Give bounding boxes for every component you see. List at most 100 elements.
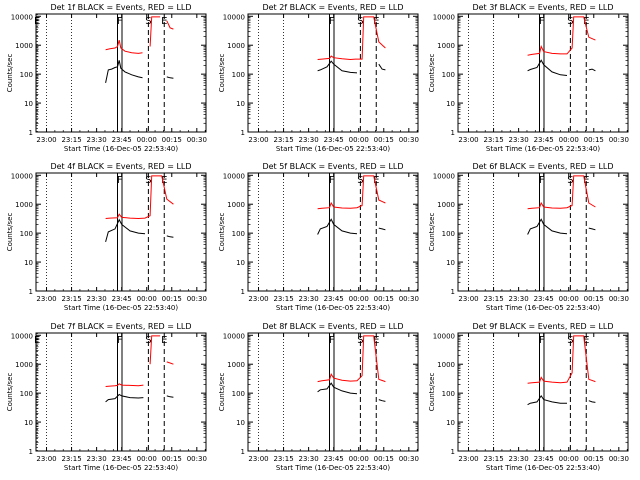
- plot-frame: [35, 13, 207, 133]
- x-tick-label: 00:15: [374, 455, 394, 463]
- panel-det-4: Det 4f BLACK = Events, RED = LLD 1 10 100 10…: [6, 162, 207, 312]
- series-line-events: [588, 400, 596, 403]
- x-tick-label: 23:15: [273, 136, 293, 144]
- marker-label: F: [539, 16, 545, 27]
- y-axis-label: Counts/sec: [428, 54, 436, 93]
- marker-label: S: [357, 175, 363, 186]
- y-tick-label: 10: [24, 419, 33, 427]
- series-line-lld: [317, 175, 386, 210]
- x-tick-label: 23:15: [61, 455, 81, 463]
- panel-title: Det 6f BLACK = Events, RED = LLD: [472, 162, 613, 171]
- y-tick-label: 10000: [433, 13, 455, 21]
- series-line-lld: [149, 335, 161, 365]
- y-tick-label: 1: [29, 129, 33, 137]
- series-line-events: [105, 393, 144, 403]
- x-tick-label: 00:00: [559, 295, 579, 303]
- y-tick-label: 10000: [11, 332, 33, 340]
- y-tick-label: 10: [24, 259, 33, 267]
- marker-label: S: [145, 335, 151, 346]
- y-tick-label: 10000: [433, 332, 455, 340]
- series-line-events: [317, 382, 358, 395]
- y-tick-label: 1: [451, 288, 455, 296]
- y-axis-label: Counts/sec: [6, 213, 14, 252]
- marker-label: S: [357, 335, 363, 346]
- y-tick-label: 10: [446, 419, 455, 427]
- y-tick-label: 10: [446, 259, 455, 267]
- y-tick-label: 1000: [437, 361, 455, 369]
- y-tick-label: 1: [241, 448, 245, 456]
- x-tick-label: 00:00: [137, 295, 157, 303]
- panel-title: Det 5f BLACK = Events, RED = LLD: [262, 162, 403, 171]
- y-tick-label: 100: [442, 230, 455, 238]
- y-tick-label: 1000: [15, 201, 33, 209]
- panel-det-2: Det 2f BLACK = Events, RED = LLD 1 10 100 10…: [218, 3, 419, 153]
- marker-label: F: [117, 16, 123, 27]
- y-tick-label: 100: [232, 71, 245, 79]
- marker-label: S: [145, 16, 151, 27]
- x-tick-label: 00:30: [399, 455, 419, 463]
- y-tick-label: 10: [236, 419, 245, 427]
- x-tick-label: 23:45: [324, 295, 344, 303]
- marker-label: F: [329, 335, 335, 346]
- y-axis-label: Counts/sec: [218, 373, 226, 412]
- y-tick-label: 100: [442, 390, 455, 398]
- marker-label: S: [145, 175, 151, 186]
- x-tick-label: 23:45: [534, 455, 554, 463]
- y-tick-label: 1: [451, 129, 455, 137]
- x-axis-label: Start Time (16-Dec-05 22:53:40): [64, 464, 178, 472]
- x-tick-label: 00:15: [162, 136, 182, 144]
- plot-frame: [457, 172, 629, 292]
- series-line-events: [378, 227, 386, 231]
- marker-label: F: [329, 175, 335, 186]
- y-tick-label: 100: [232, 230, 245, 238]
- x-tick-label: 00:30: [187, 136, 207, 144]
- panel-title: Det 7f BLACK = Events, RED = LLD: [50, 322, 191, 331]
- x-tick-label: 23:45: [112, 455, 132, 463]
- marker-label: E: [373, 16, 379, 27]
- x-tick-label: 23:30: [299, 295, 319, 303]
- x-axis-label: Start Time (16-Dec-05 22:53:40): [276, 145, 390, 153]
- series-line-events: [317, 60, 358, 74]
- y-tick-label: 1: [241, 288, 245, 296]
- y-tick-label: 10000: [433, 172, 455, 180]
- series-line-events: [378, 399, 386, 402]
- x-tick-label: 23:00: [248, 136, 268, 144]
- y-axis-label: Counts/sec: [6, 54, 14, 93]
- series-line-lld: [527, 16, 596, 56]
- y-tick-label: 10000: [223, 332, 245, 340]
- y-tick-label: 10000: [11, 172, 33, 180]
- x-tick-label: 23:30: [509, 136, 529, 144]
- x-tick-label: 00:30: [609, 455, 629, 463]
- y-tick-label: 1000: [15, 361, 33, 369]
- y-axis-label: Counts/sec: [218, 213, 226, 252]
- marker-label: E: [583, 335, 589, 346]
- y-tick-label: 1000: [227, 361, 245, 369]
- plot-frame: [457, 13, 629, 133]
- x-tick-label: 23:15: [483, 295, 503, 303]
- x-tick-label: 23:30: [299, 136, 319, 144]
- marker-label: E: [34, 16, 40, 27]
- plot-frame: [457, 332, 629, 452]
- marker-label: S: [567, 335, 573, 346]
- x-tick-label: 00:15: [162, 455, 182, 463]
- y-tick-label: 1000: [227, 201, 245, 209]
- y-tick-label: 1: [241, 129, 245, 137]
- x-tick-label: 00:00: [559, 136, 579, 144]
- y-tick-label: 1: [451, 448, 455, 456]
- series-line-lld: [317, 16, 386, 61]
- y-axis-label: Counts/sec: [6, 373, 14, 412]
- panel-det-9: Det 9f BLACK = Events, RED = LLD 1 10 100 10…: [428, 322, 629, 472]
- marker-label: F: [539, 175, 545, 186]
- y-tick-label: 1000: [227, 42, 245, 50]
- marker-label: E: [161, 335, 167, 346]
- marker-label: E: [34, 335, 40, 346]
- x-tick-label: 00:30: [609, 295, 629, 303]
- x-axis-label: Start Time (16-Dec-05 22:53:40): [486, 304, 600, 312]
- x-axis-label: Start Time (16-Dec-05 22:53:40): [276, 304, 390, 312]
- x-tick-label: 23:00: [36, 295, 56, 303]
- x-tick-label: 00:15: [584, 295, 604, 303]
- series-line-lld: [105, 383, 144, 387]
- marker-label: E: [161, 175, 167, 186]
- y-axis-label: Counts/sec: [428, 373, 436, 412]
- panel-det-3: Det 3f BLACK = Events, RED = LLD 1 10 100 10…: [428, 3, 629, 153]
